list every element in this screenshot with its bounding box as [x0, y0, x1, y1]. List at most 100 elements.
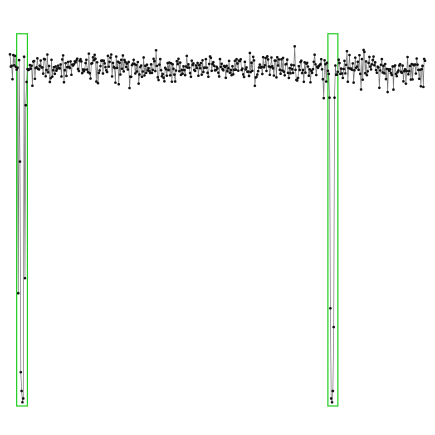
data-point	[207, 75, 210, 79]
data-point	[103, 62, 106, 65]
data-point	[173, 73, 176, 76]
data-point	[97, 71, 101, 75]
data-point	[119, 58, 123, 62]
data-point	[309, 69, 313, 73]
data-point	[199, 61, 203, 65]
data-point	[407, 72, 410, 76]
data-point	[279, 72, 282, 76]
data-point	[17, 58, 21, 62]
data-point	[56, 64, 60, 67]
data-point	[255, 75, 258, 79]
data-point	[120, 67, 124, 71]
data-point	[386, 90, 389, 94]
data-point	[16, 66, 19, 70]
data-point	[372, 55, 375, 58]
data-point	[416, 63, 419, 66]
data-point	[30, 64, 33, 67]
data-point	[414, 72, 418, 75]
data-point	[274, 59, 277, 62]
data-point	[370, 63, 374, 66]
data-point	[69, 60, 72, 63]
data-point	[309, 80, 312, 84]
data-point	[88, 71, 91, 75]
data-point	[403, 67, 407, 71]
data-point	[85, 58, 88, 62]
data-point	[95, 60, 99, 64]
data-point	[22, 55, 26, 58]
data-point	[373, 61, 377, 64]
data-point	[272, 74, 276, 77]
data-point	[355, 65, 359, 69]
data-point	[350, 68, 354, 72]
data-point	[226, 69, 229, 73]
data-point	[398, 62, 402, 66]
data-point-markers	[8, 45, 427, 404]
data-point	[180, 68, 184, 72]
data-point	[98, 69, 101, 72]
data-point	[401, 64, 404, 67]
data-point	[200, 73, 204, 76]
data-point	[158, 63, 161, 66]
data-point	[182, 65, 185, 68]
data-point	[142, 56, 145, 59]
data-point	[114, 81, 117, 84]
data-point	[123, 58, 126, 62]
data-point	[20, 389, 23, 393]
data-point	[51, 68, 55, 72]
data-point	[241, 73, 245, 76]
data-point	[258, 63, 262, 66]
data-point	[102, 59, 106, 62]
data-point	[293, 45, 296, 48]
data-point	[245, 66, 248, 69]
data-point	[105, 70, 109, 74]
data-point	[89, 77, 92, 80]
data-point	[308, 67, 311, 71]
data-point	[29, 67, 33, 70]
data-point	[39, 59, 43, 62]
data-point	[47, 64, 51, 68]
data-point	[395, 74, 399, 78]
data-point	[379, 63, 383, 67]
data-point	[137, 82, 140, 85]
data-point	[394, 72, 398, 76]
data-point	[161, 72, 165, 76]
data-point	[121, 54, 125, 57]
data-point	[374, 68, 378, 72]
data-point	[242, 75, 246, 79]
data-point	[36, 57, 39, 60]
data-point	[19, 370, 23, 374]
data-point	[115, 66, 119, 70]
data-point	[60, 58, 64, 61]
data-point	[292, 63, 296, 67]
data-point	[171, 63, 174, 66]
data-point	[58, 67, 62, 70]
data-point	[236, 69, 240, 72]
data-point	[400, 71, 404, 75]
data-point	[301, 68, 305, 72]
data-point	[358, 72, 362, 76]
data-point	[302, 80, 306, 84]
data-point	[43, 58, 47, 61]
data-point	[290, 67, 294, 71]
data-point	[342, 67, 345, 71]
data-point	[38, 64, 42, 67]
data-point	[110, 75, 114, 78]
data-point	[256, 73, 259, 76]
data-point	[275, 55, 279, 59]
data-point	[231, 64, 234, 68]
data-point	[159, 68, 163, 72]
data-point	[144, 71, 148, 75]
data-point	[327, 72, 331, 76]
data-point	[95, 80, 98, 83]
data-point	[353, 56, 357, 59]
data-point	[383, 72, 386, 75]
data-point	[319, 62, 322, 66]
data-point	[155, 64, 159, 68]
data-point	[66, 60, 70, 64]
data-point	[314, 62, 317, 66]
data-point	[265, 69, 268, 73]
data-point	[175, 59, 179, 63]
data-point	[197, 74, 200, 78]
data-point	[217, 75, 221, 78]
data-point	[261, 72, 264, 76]
